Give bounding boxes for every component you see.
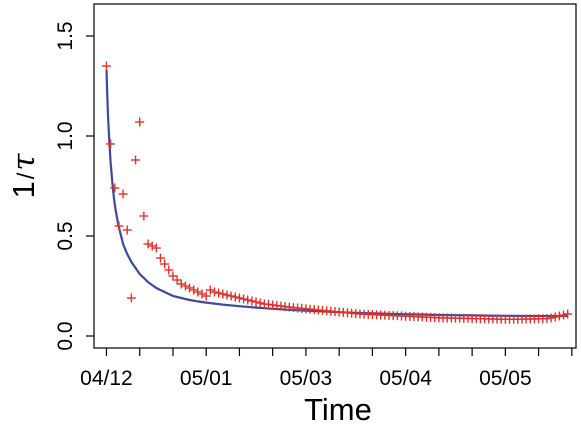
data-point <box>135 117 145 127</box>
data-point <box>185 283 195 293</box>
data-point <box>243 295 253 305</box>
data-point <box>139 211 149 221</box>
data-point <box>546 313 556 323</box>
plot-frame <box>93 3 577 349</box>
data-point <box>550 312 560 322</box>
y-axis-title-one: 1 <box>6 181 41 198</box>
data-point <box>172 275 182 285</box>
y-axis: 0.0 0.5 1.0 1.5 <box>54 21 94 351</box>
data-point <box>151 243 161 253</box>
x-axis-title: Time <box>304 392 372 427</box>
y-tick-label: 1.5 <box>54 21 77 50</box>
data-point <box>247 296 257 306</box>
y-tick-label: 0.0 <box>54 321 77 350</box>
x-tick-label: 05/04 <box>379 367 432 390</box>
data-point <box>222 290 232 300</box>
y-tick-label: 0.5 <box>54 221 77 250</box>
y-axis-title-slash: / <box>13 172 40 179</box>
data-point <box>110 183 120 193</box>
data-point <box>230 292 240 302</box>
data-point <box>180 281 190 291</box>
data-point <box>239 294 249 304</box>
x-axis: 04/12 05/01 05/03 05/04 05/05 <box>80 348 573 390</box>
data-point <box>193 287 203 297</box>
data-point <box>168 271 178 281</box>
x-tick-label: 05/01 <box>180 367 233 390</box>
data-point <box>210 287 219 297</box>
y-axis-title-tau: τ <box>6 153 42 171</box>
fitted-curve-line <box>105 69 568 318</box>
svg-text:1/τ: 1 /τ <box>6 153 42 199</box>
data-point <box>197 289 207 299</box>
data-point <box>218 289 228 299</box>
data-point <box>155 253 165 263</box>
data-point <box>214 288 224 298</box>
data-point <box>255 298 265 308</box>
x-tick-label: 04/12 <box>80 367 133 390</box>
data-point <box>559 310 569 320</box>
data-point <box>160 259 170 269</box>
data-point <box>164 265 174 275</box>
data-point <box>201 291 211 301</box>
data-points <box>101 61 573 324</box>
x-tick-label: 05/03 <box>280 367 333 390</box>
data-point <box>126 293 136 303</box>
data-point <box>226 291 236 301</box>
data-point <box>234 293 244 303</box>
data-point <box>189 285 199 295</box>
fitted-curve <box>105 69 568 318</box>
x-tick-label: 05/05 <box>479 367 532 390</box>
data-point <box>251 297 261 307</box>
data-point <box>205 285 215 295</box>
data-point <box>106 139 116 149</box>
data-point <box>131 155 141 165</box>
y-axis-title: 1 /τ <box>6 153 42 199</box>
data-point <box>147 241 157 251</box>
data-point <box>114 221 124 231</box>
data-point <box>554 311 564 321</box>
y-tick-label: 1.0 <box>54 121 77 150</box>
data-point <box>143 239 153 249</box>
data-point <box>176 279 186 289</box>
data-point <box>101 61 111 71</box>
data-point <box>122 225 132 235</box>
data-point <box>563 309 573 319</box>
data-point <box>118 189 128 199</box>
